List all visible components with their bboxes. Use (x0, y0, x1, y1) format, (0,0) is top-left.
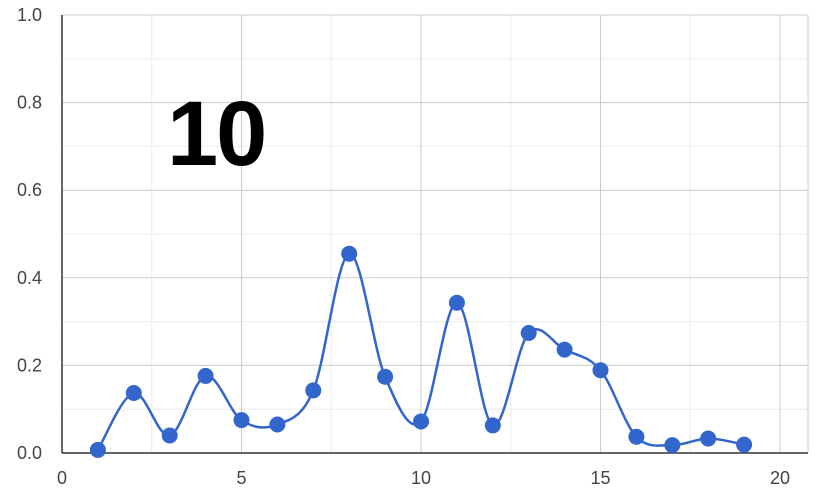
data-point (233, 412, 250, 429)
tick-labels: 0 5 10 15 20 0.0 0.2 0.4 0.6 0.8 1.0 (17, 5, 790, 488)
data-point (484, 417, 501, 434)
data-point (269, 416, 286, 433)
y-tick-label: 0.0 (17, 443, 42, 463)
y-tick-label: 0.2 (17, 355, 42, 375)
data-point (377, 368, 394, 385)
data-point (592, 362, 609, 379)
y-tick-label: 1.0 (17, 5, 42, 25)
axes (61, 15, 808, 454)
x-tick-label: 15 (590, 468, 610, 488)
data-point (520, 324, 537, 341)
x-tick-label: 10 (411, 468, 431, 488)
data-point (664, 437, 681, 454)
data-point (197, 367, 214, 384)
data-point (556, 341, 573, 358)
y-tick-label: 0.4 (17, 268, 42, 288)
data-point (448, 294, 465, 311)
y-tick-label: 0.8 (17, 93, 42, 113)
x-tick-label: 20 (770, 468, 790, 488)
x-tick-label: 0 (57, 468, 67, 488)
series (89, 245, 753, 458)
grid (62, 14, 809, 453)
x-tick-label: 5 (236, 468, 246, 488)
data-point (125, 384, 142, 401)
data-point (736, 436, 753, 453)
data-point (161, 427, 178, 444)
data-point (628, 428, 645, 445)
data-point (341, 245, 358, 262)
data-point (413, 413, 429, 430)
y-tick-label: 0.6 (17, 180, 42, 200)
data-point (89, 441, 106, 458)
data-point (305, 382, 322, 399)
overlay-number: 10 (167, 83, 267, 185)
data-point (700, 430, 717, 447)
